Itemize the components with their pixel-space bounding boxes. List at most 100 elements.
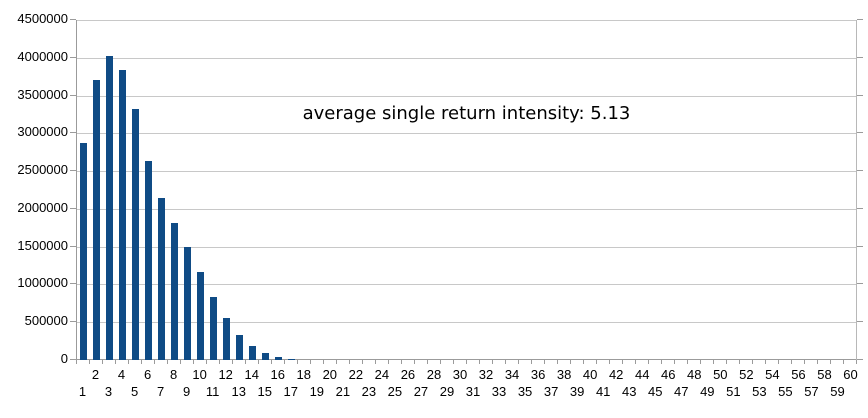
y-tick-mark bbox=[857, 245, 863, 247]
x-tick-mark bbox=[180, 360, 193, 364]
bar-slot bbox=[259, 20, 272, 360]
x-tick-mark bbox=[310, 360, 323, 364]
bar-slot bbox=[220, 20, 233, 360]
x-tick-mark bbox=[739, 360, 752, 364]
y-axis-label: 0 bbox=[60, 351, 68, 366]
plot-area bbox=[76, 20, 857, 360]
x-axis-label: 20 bbox=[322, 367, 338, 382]
bar-slot bbox=[531, 20, 544, 360]
x-tick-mark bbox=[687, 360, 700, 364]
x-axis-label: 49 bbox=[700, 384, 715, 399]
bar-slot bbox=[90, 20, 103, 360]
x-axis-label: 25 bbox=[387, 384, 403, 399]
x-axis-label: 14 bbox=[244, 367, 259, 382]
x-tick-mark bbox=[128, 360, 141, 364]
gridline bbox=[77, 20, 856, 21]
x-tick-mark bbox=[843, 360, 856, 364]
x-tick-mark bbox=[232, 360, 245, 364]
bar bbox=[235, 335, 243, 360]
bar bbox=[196, 272, 204, 360]
bar-slot bbox=[467, 20, 480, 360]
bar-slot bbox=[194, 20, 207, 360]
x-tick-mark bbox=[453, 360, 466, 364]
gridline bbox=[77, 284, 856, 286]
x-tick-mark bbox=[635, 360, 648, 364]
bar-slot bbox=[480, 20, 493, 360]
bar bbox=[248, 346, 256, 360]
y-axis-label: 4000000 bbox=[17, 48, 68, 64]
x-tick-mark bbox=[609, 360, 622, 364]
x-tick-mark bbox=[141, 360, 154, 364]
x-axis-label: 23 bbox=[361, 384, 377, 399]
bar bbox=[261, 353, 269, 360]
bar-slot bbox=[350, 20, 363, 360]
x-tick-mark bbox=[726, 360, 739, 364]
bar-slot bbox=[103, 20, 116, 360]
y-tick-mark bbox=[70, 56, 76, 58]
x-axis-label: 3 bbox=[104, 384, 113, 399]
x-axis-label: 38 bbox=[556, 367, 572, 382]
x-tick-mark bbox=[544, 360, 557, 364]
bar-slot bbox=[324, 20, 337, 360]
x-axis-label: 34 bbox=[504, 367, 520, 382]
x-axis-label: 30 bbox=[452, 367, 468, 382]
bar bbox=[131, 109, 139, 360]
bar-slot bbox=[518, 20, 531, 360]
bar-slot bbox=[726, 20, 739, 360]
bar bbox=[274, 356, 282, 360]
bar-slot bbox=[674, 20, 687, 360]
x-tick-mark bbox=[401, 360, 414, 364]
x-axis-label: 51 bbox=[726, 384, 741, 399]
x-axis-label: 35 bbox=[517, 384, 533, 399]
bar-slot bbox=[493, 20, 506, 360]
bar-slot bbox=[622, 20, 635, 360]
bar-slot bbox=[363, 20, 376, 360]
y-tick-mark bbox=[70, 19, 76, 20]
bar-slot bbox=[298, 20, 311, 360]
y-tick-mark bbox=[857, 321, 863, 323]
x-tick-mark bbox=[102, 360, 115, 364]
x-tick-mark bbox=[830, 360, 843, 364]
x-tick-mark bbox=[492, 360, 505, 364]
bar-slot bbox=[246, 20, 259, 360]
bar-slot bbox=[389, 20, 402, 360]
x-tick-mark bbox=[427, 360, 440, 364]
x-axis-label: 58 bbox=[817, 367, 832, 382]
y-axis-label: 500000 bbox=[24, 313, 68, 329]
x-tick-mark bbox=[791, 360, 804, 364]
x-axis-label: 37 bbox=[543, 384, 559, 399]
gridline bbox=[77, 57, 856, 59]
x-axis-label: 27 bbox=[413, 384, 429, 399]
x-axis-label: 40 bbox=[582, 367, 598, 382]
x-axis-label: 24 bbox=[374, 367, 390, 382]
x-tick-mark bbox=[583, 360, 596, 364]
x-tick-mark bbox=[752, 360, 765, 364]
bar bbox=[209, 296, 217, 360]
bar-slot bbox=[337, 20, 350, 360]
x-tick-mark bbox=[115, 360, 128, 364]
x-tick-mark bbox=[765, 360, 778, 364]
bar-slot bbox=[505, 20, 518, 360]
x-axis-label: 39 bbox=[569, 384, 585, 399]
bar-slot bbox=[817, 20, 830, 360]
bar-slot bbox=[765, 20, 778, 360]
x-tick-mark bbox=[804, 360, 817, 364]
x-tick-mark bbox=[375, 360, 388, 364]
y-tick-mark bbox=[70, 245, 76, 247]
y-tick-mark bbox=[857, 207, 863, 209]
x-axis-label: 18 bbox=[296, 367, 312, 382]
y-axis-label: 2000000 bbox=[17, 199, 68, 215]
x-tick-mark bbox=[258, 360, 271, 364]
y-tick-mark bbox=[857, 359, 863, 360]
bar-slot bbox=[285, 20, 298, 360]
x-axis-label: 32 bbox=[478, 367, 494, 382]
bar-slot bbox=[570, 20, 583, 360]
x-axis-line bbox=[77, 359, 856, 360]
gridline bbox=[77, 246, 856, 248]
y-tick-mark bbox=[70, 207, 76, 209]
x-tick-mark bbox=[323, 360, 336, 364]
y-tick-mark bbox=[70, 94, 76, 96]
x-tick-mark bbox=[817, 360, 830, 364]
x-axis-label: 11 bbox=[205, 384, 220, 399]
